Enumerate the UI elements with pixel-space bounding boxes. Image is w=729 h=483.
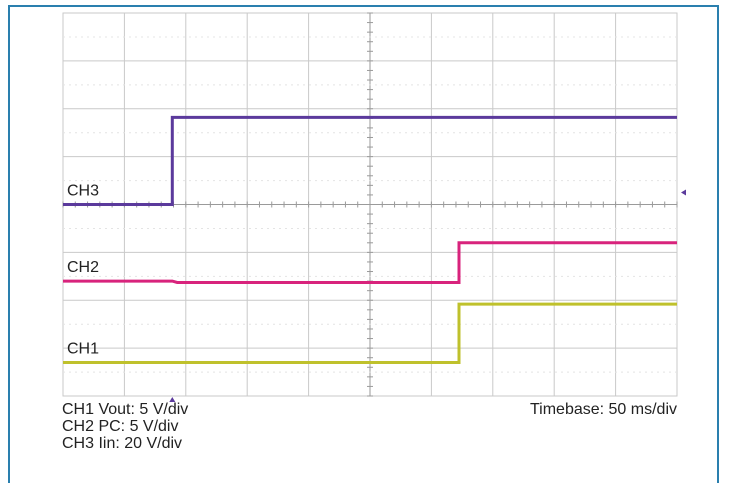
channel-labels: CH3 CH2 CH1	[67, 183, 99, 358]
level-marker-icon	[681, 189, 686, 196]
markers	[169, 189, 686, 402]
ch3-scale-label: CH3 Iin: 20 V/div	[62, 435, 183, 452]
trace-ch2	[63, 241, 677, 284]
trigger-marker-icon	[169, 397, 176, 402]
traces	[63, 115, 677, 364]
trace-ch3	[63, 115, 677, 206]
channel-label-ch2: CH2	[67, 259, 99, 276]
ch2-scale-label: CH2 PC: 5 V/div	[62, 418, 179, 435]
channel-label-ch3: CH3	[67, 183, 99, 200]
ch1-scale-label: CH1 Vout: 5 V/div	[62, 401, 189, 418]
timebase-label: Timebase: 50 ms/div	[529, 401, 677, 418]
channel-label-ch1: CH1	[67, 340, 99, 357]
trace-ch1	[63, 302, 677, 364]
